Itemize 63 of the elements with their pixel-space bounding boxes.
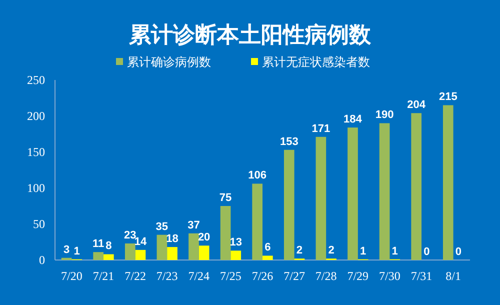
data-label: 23 — [124, 229, 136, 242]
data-label: 0 — [424, 246, 430, 258]
bar — [167, 247, 178, 260]
legend-label: 累计确诊病例数 — [127, 55, 211, 69]
data-label: 190 — [375, 109, 394, 122]
bar — [262, 256, 273, 260]
x-tick-label: 7/24 — [188, 269, 210, 283]
chart-title: 累计诊断本土阳性病例数 — [128, 22, 372, 47]
x-tick-label: 7/22 — [124, 269, 146, 283]
x-tick-label: 7/30 — [379, 269, 400, 283]
bar — [252, 184, 262, 260]
y-tick-label: 150 — [27, 145, 45, 159]
bar — [316, 136, 326, 260]
bar — [379, 123, 390, 260]
bar — [411, 113, 422, 260]
bar — [156, 234, 168, 260]
x-tick-label: 7/28 — [315, 269, 337, 283]
x-tick-label: 7/26 — [252, 269, 274, 283]
x-tick-label: 8/1 — [446, 269, 461, 283]
x-tick-label: 7/29 — [347, 269, 369, 283]
x-tick-label: 7/20 — [61, 269, 82, 283]
data-label: 6 — [264, 242, 271, 254]
y-tick-label: 50 — [33, 217, 45, 231]
y-tick-label: 0 — [39, 253, 45, 267]
data-label: 2 — [296, 244, 303, 257]
data-label: 8 — [106, 240, 112, 252]
data-label: 171 — [312, 122, 330, 135]
bar — [284, 150, 294, 260]
bar — [103, 254, 114, 260]
data-label: 11 — [92, 238, 104, 250]
data-label: 3 — [63, 244, 70, 256]
data-label: 13 — [230, 236, 242, 249]
x-tick-label: 7/31 — [410, 269, 432, 283]
data-label: 37 — [188, 219, 200, 232]
data-label: 106 — [248, 170, 267, 182]
bar — [198, 246, 210, 260]
x-tick-label: 7/25 — [220, 269, 242, 283]
data-label: 153 — [280, 136, 298, 148]
bar — [230, 250, 242, 260]
bar — [220, 206, 231, 260]
data-label: 1 — [360, 245, 366, 258]
data-label: 75 — [219, 192, 232, 204]
y-tick-label: 250 — [27, 73, 45, 87]
data-label: 35 — [156, 220, 168, 233]
data-label: 1 — [74, 245, 80, 258]
bar — [348, 128, 358, 260]
x-tick-label: 7/23 — [156, 269, 178, 283]
bar — [135, 250, 146, 260]
data-label: 1 — [392, 245, 398, 258]
bar — [188, 233, 199, 260]
data-label: 0 — [455, 246, 462, 258]
data-label: 204 — [407, 99, 426, 112]
data-label: 2 — [328, 244, 334, 257]
data-label: 184 — [344, 114, 363, 126]
y-tick-label: 100 — [27, 181, 45, 195]
x-tick-label: 7/27 — [284, 269, 305, 283]
bar — [124, 243, 136, 260]
x-tick-label: 7/21 — [92, 269, 114, 283]
bar — [93, 252, 104, 260]
legend-label: 累计无症状感染者数 — [262, 55, 370, 69]
bar — [442, 105, 454, 260]
y-tick-label: 200 — [27, 109, 45, 123]
data-label: 215 — [438, 91, 458, 104]
